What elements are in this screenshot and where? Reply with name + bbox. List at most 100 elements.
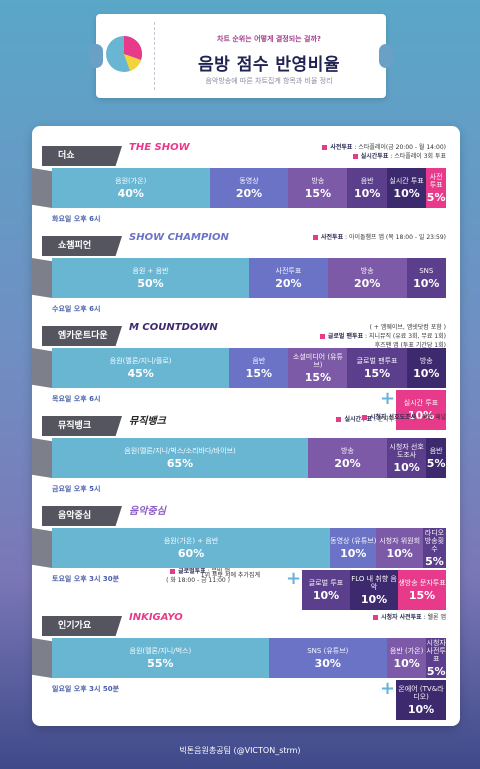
bar-segment: 글로벌 팬투표 15%: [347, 348, 407, 388]
vote-note: ( + 엠웨이브, 엠넷닷컴 포함 ): [370, 322, 446, 331]
show-logo-icon: INKIGAYO: [129, 612, 183, 623]
note-label: 사전투표: [330, 144, 353, 151]
segment-label: 실시간 투표: [389, 176, 424, 185]
segment-value: 60%: [177, 546, 205, 560]
extra-bar: 글로벌 투표 10% FLO 내 취향 음악 10% 생방송 문자투표 15%: [302, 570, 446, 610]
header-subtitle: 차트 순위는 어떻게 결정되는 걸까?: [217, 35, 321, 43]
note-label: 글로벌 팬투표: [327, 333, 364, 340]
bar-segment: 음반 15%: [229, 348, 289, 388]
bar-segment: 음원(가온) + 음반 60%: [52, 528, 331, 568]
page-title: 음방 점수 반영비율: [198, 55, 340, 75]
segment-value: 40%: [117, 186, 144, 200]
extra-bar: 실시간 투표 10%: [396, 390, 446, 430]
vote-note: 실시간투표 : 스타플레이 3회 투표: [352, 151, 446, 160]
note-label: 시청자 사전투표: [380, 614, 422, 621]
bar-segment: 음원(멜론/지니/플로) 45%: [52, 348, 230, 388]
bar-segment: 동영상 20%: [209, 168, 289, 208]
bar-segment: 실시간 투표 10%: [386, 168, 427, 208]
bar-segment: 음반 5%: [426, 438, 446, 478]
show-section-3: 뮤직뱅크 뮤직뱅크 시청자 선호도조사 : 국민 패널 음원(멜론/지니/벅스/소리바…: [32, 414, 460, 506]
segment-label: 시청자 위원회: [379, 536, 421, 545]
segment-value: 15%: [245, 366, 273, 380]
vote-note: 1위 후보 시에 추가집계: [201, 570, 260, 579]
segment-value: 10%: [340, 546, 367, 560]
vote-note: 사전투표 : 아이돌챔프 앱 (목 18:00 - 일 23:59): [313, 232, 446, 241]
stacked-bar: 음원(멜론/지니/벅스/소리바다/바이브) 65% 방송 20% 시청자 선호도조사 10…: [52, 438, 446, 478]
bar-segment: 음원 + 음반 50%: [52, 258, 249, 298]
segment-value: 10%: [386, 546, 413, 560]
segment-value: 20%: [354, 276, 381, 290]
vote-note: 글로벌 팬투표 : 지니뮤직 (유료 3회, 무료 1회): [319, 331, 446, 340]
note-text: 지니뮤직 (유료 3회, 무료 1회): [368, 333, 446, 340]
show-section-5: 인기가요 INKIGAYO 시청자 사전투표 : 웰론 앱 음원(멜론/지니/벅스) 5…: [32, 612, 460, 720]
segment-label: 라디오 방송횟수: [424, 528, 445, 553]
note-label: 실시간투표: [344, 416, 373, 423]
bar-side-block: [32, 168, 52, 208]
bar-segment: 방송 20%: [327, 258, 407, 298]
segment-value: 50%: [137, 276, 164, 290]
segment-value: 5%: [425, 554, 444, 568]
segment-label: 음반 (가온): [389, 646, 424, 655]
segment-value: 5%: [426, 190, 446, 204]
show-name-tab: 더쇼: [42, 146, 122, 166]
note-bullet-icon: [313, 235, 319, 240]
segment-label: SNS: [419, 266, 434, 275]
extra-bar: 온에어 (TV&라디오) 10%: [396, 680, 446, 720]
segment-label: 방송: [360, 266, 374, 275]
show-section-2: 엠카운트다운 M COUNTDOWN( + 엠웨이브, 엠넷닷컴 포함 ) 글로벌 …: [32, 322, 460, 430]
segment-value: 10%: [413, 366, 440, 380]
segment-label: 방송: [341, 446, 354, 455]
bar-segment: 라디오 방송횟수 5%: [422, 528, 447, 568]
segment-value: 10%: [393, 460, 420, 474]
bar-segment: 음원(멜론/지니/벅스/소리바다/바이브) 65%: [52, 438, 309, 478]
note-bullet-icon: [319, 334, 325, 339]
show-name-tab: 음악중심: [42, 506, 122, 526]
segment-label: 동영상 (유튜브): [330, 536, 377, 545]
plus-icon: +: [286, 568, 302, 589]
segment-value: 55%: [147, 656, 174, 670]
segment-value: 15%: [304, 186, 332, 200]
note-label: 실시간투표: [360, 153, 389, 160]
bar-side-block: [32, 528, 52, 568]
note-text: 스타플레이(금 20:00 - 월 14:00): [358, 144, 446, 151]
header-description: 음악방송에 따른 차트집계 항목과 비율 정리: [205, 77, 333, 85]
show-logo-icon: THE SHOW: [129, 142, 190, 153]
bar-segment: 소셜미디어 (유튜브) 15%: [288, 348, 348, 388]
note-text: ( + 엠웨이브, 엠넷닷컴 포함 ): [369, 324, 446, 331]
show-name-tab: 뮤직뱅크: [42, 416, 122, 436]
note-text: ( 화 18:00 - 금 11:00 ): [166, 577, 230, 584]
bar-side-block: [32, 348, 52, 388]
bar-segment: SNS 10%: [406, 258, 446, 298]
note-label: 글로벌투표: [178, 568, 206, 575]
bar-side-block: [32, 638, 52, 678]
bar-segment: 방송 10%: [406, 348, 446, 388]
segment-value: 15%: [363, 366, 391, 380]
segment-label: SNS (유튜브): [307, 646, 349, 655]
bar-segment: 음반 10%: [347, 168, 387, 208]
bar-segment: 음반 (가온) 10%: [386, 638, 427, 678]
bar-segment: 실시간 투표 10%: [396, 390, 446, 430]
vote-note: 실시간투표 : 문자투표: [336, 414, 400, 423]
note-bullet-icon: [372, 615, 378, 620]
segment-label: 음원(가온) + 음반: [163, 536, 219, 545]
segment-label: 음원(멜론/지니/플로): [109, 356, 172, 365]
note-text: 아이돌챔프 앱 (목 18:00 - 일 23:59): [348, 234, 446, 241]
segment-label: 음원(멜론/지니/벅스/소리바다/바이브): [124, 446, 236, 455]
segment-label: 음반: [360, 176, 374, 185]
broadcast-time: 토요일 오후 3시 30분: [52, 575, 120, 583]
segment-value: 30%: [314, 656, 341, 670]
bar-segment: 사전 투표 5%: [426, 168, 446, 208]
segment-label: 음반: [252, 356, 266, 365]
bar-segment: 동영상 (유튜브) 10%: [330, 528, 377, 568]
bar-segment: SNS (유튜브) 30%: [268, 638, 387, 678]
bar-segment: 시청자 선호도조사 10%: [386, 438, 427, 478]
note-text: 후즈팬 앱 (투표 기간당 1회): [374, 342, 446, 349]
segment-label: FLO 내 취향 음악: [351, 574, 397, 591]
segment-label: 생방송 문자투표: [398, 578, 446, 587]
plus-icon: +: [380, 678, 396, 699]
bar-segment: 글로벌 투표 10%: [302, 570, 350, 610]
show-logo-icon: 음악중심: [129, 506, 166, 517]
segment-label: 음원(가온): [115, 176, 147, 185]
credit-footer: 빅톤음원총공팀 (@VICTON_strm): [179, 746, 301, 755]
note-text: 국민 패널: [422, 414, 446, 421]
